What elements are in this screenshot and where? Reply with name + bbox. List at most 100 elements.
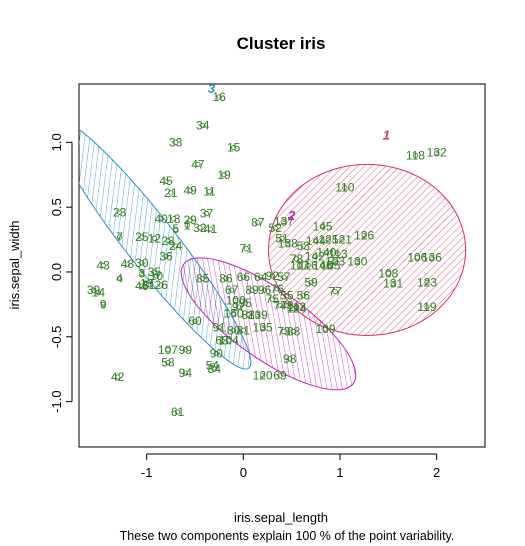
cluster-labels: 1 2 3 <box>208 81 390 223</box>
point-label: 69 <box>273 369 287 383</box>
y-tick-label: 0.0 <box>49 263 64 281</box>
point-marker <box>182 370 188 376</box>
point-marker <box>319 262 326 269</box>
point-label: 18 <box>167 212 181 226</box>
point-label: 47 <box>191 157 205 171</box>
point-label: 21 <box>164 186 178 200</box>
point-marker <box>260 325 266 331</box>
point-marker <box>117 275 123 282</box>
x-tick-label: 1 <box>336 465 343 480</box>
point-label: 88 <box>287 325 301 339</box>
y-tick-label: -1.0 <box>49 390 64 412</box>
point-marker <box>100 301 106 307</box>
point-label: 37 <box>200 207 214 221</box>
point-label: 32 <box>193 221 207 235</box>
point-label: 86 <box>219 271 233 285</box>
point-label: 31 <box>142 278 156 292</box>
point-label: 26 <box>154 278 168 292</box>
point-label: 3 <box>138 266 145 280</box>
point-marker <box>216 94 222 100</box>
point-label: 76 <box>270 282 284 296</box>
point-label: 130 <box>347 255 367 269</box>
point-label: 145 <box>313 220 333 234</box>
point-marker <box>354 259 360 265</box>
point-label: 108 <box>378 266 398 280</box>
point-label: 61 <box>171 405 185 419</box>
point-label: 90 <box>210 347 224 361</box>
point-marker <box>325 236 331 243</box>
point-label: 1 <box>184 218 191 232</box>
point-marker <box>153 273 159 279</box>
point-marker <box>249 287 255 293</box>
point-marker <box>293 256 300 262</box>
point-marker <box>361 233 367 239</box>
point-marker <box>284 292 290 298</box>
point-label: 46 <box>135 279 149 293</box>
x-axis-label: iris.sepal_length <box>234 510 328 525</box>
point-label: 25 <box>135 230 149 244</box>
cluster-ellipses <box>79 117 467 391</box>
point-marker <box>240 274 246 280</box>
point-marker <box>281 329 287 335</box>
point-marker <box>260 373 266 379</box>
point-marker <box>163 178 169 184</box>
point-label: 24 <box>169 239 183 253</box>
point-label: 67 <box>225 283 239 297</box>
point-marker <box>332 288 338 295</box>
point-marker <box>300 243 306 249</box>
point-label: 92 <box>266 269 280 283</box>
point-marker <box>226 338 232 344</box>
point-label: 79 <box>280 299 294 313</box>
point-marker <box>335 251 341 257</box>
point-marker <box>146 282 152 288</box>
point-label: 150 <box>224 306 244 320</box>
point-marker <box>195 161 201 167</box>
point-marker <box>139 234 145 240</box>
point-marker <box>312 253 318 260</box>
chart-title: Cluster iris <box>237 34 326 53</box>
point-label: 51 <box>275 231 289 245</box>
point-marker <box>173 139 179 145</box>
point-marker <box>233 297 239 304</box>
point-marker <box>269 273 275 279</box>
point-marker <box>219 338 225 344</box>
point-label: 126 <box>354 229 374 243</box>
point-label: 81 <box>237 323 251 337</box>
point-marker <box>173 226 179 232</box>
point-label: 49 <box>183 183 197 197</box>
point-label: 12 <box>148 231 162 245</box>
point-marker <box>117 234 123 240</box>
point-label: 45 <box>159 174 173 188</box>
point-label: 35 <box>148 265 162 279</box>
point-marker <box>235 304 242 310</box>
point-marker <box>308 279 314 285</box>
point-label: 55 <box>280 288 294 302</box>
point-label: 77 <box>328 284 342 298</box>
point-marker <box>319 224 326 230</box>
point-marker <box>139 270 145 276</box>
y-tick-label: 1.0 <box>49 133 64 151</box>
point-marker <box>281 218 287 225</box>
x-axis: -1 0 1 2 <box>141 453 440 480</box>
point-marker <box>255 312 261 318</box>
point-label: 14 <box>92 286 106 300</box>
point-label: 98 <box>283 352 297 366</box>
point-label: 135 <box>253 321 273 335</box>
point-marker <box>207 226 214 232</box>
point-label: 109 <box>315 322 335 336</box>
point-label: 57 <box>277 270 291 284</box>
point-label: 41 <box>204 222 218 236</box>
point-label: 83 <box>241 308 255 322</box>
point-marker <box>163 253 169 260</box>
point-label: 64 <box>254 270 268 284</box>
point-marker <box>151 235 157 241</box>
point-label: 113 <box>328 247 347 261</box>
point-marker <box>206 189 213 195</box>
point-label: 125 <box>318 233 338 247</box>
point-label: 71 <box>240 242 254 256</box>
point-label: 116 <box>299 259 318 273</box>
point-marker <box>216 325 222 331</box>
point-marker <box>261 287 268 293</box>
point-label: 89 <box>245 283 259 297</box>
